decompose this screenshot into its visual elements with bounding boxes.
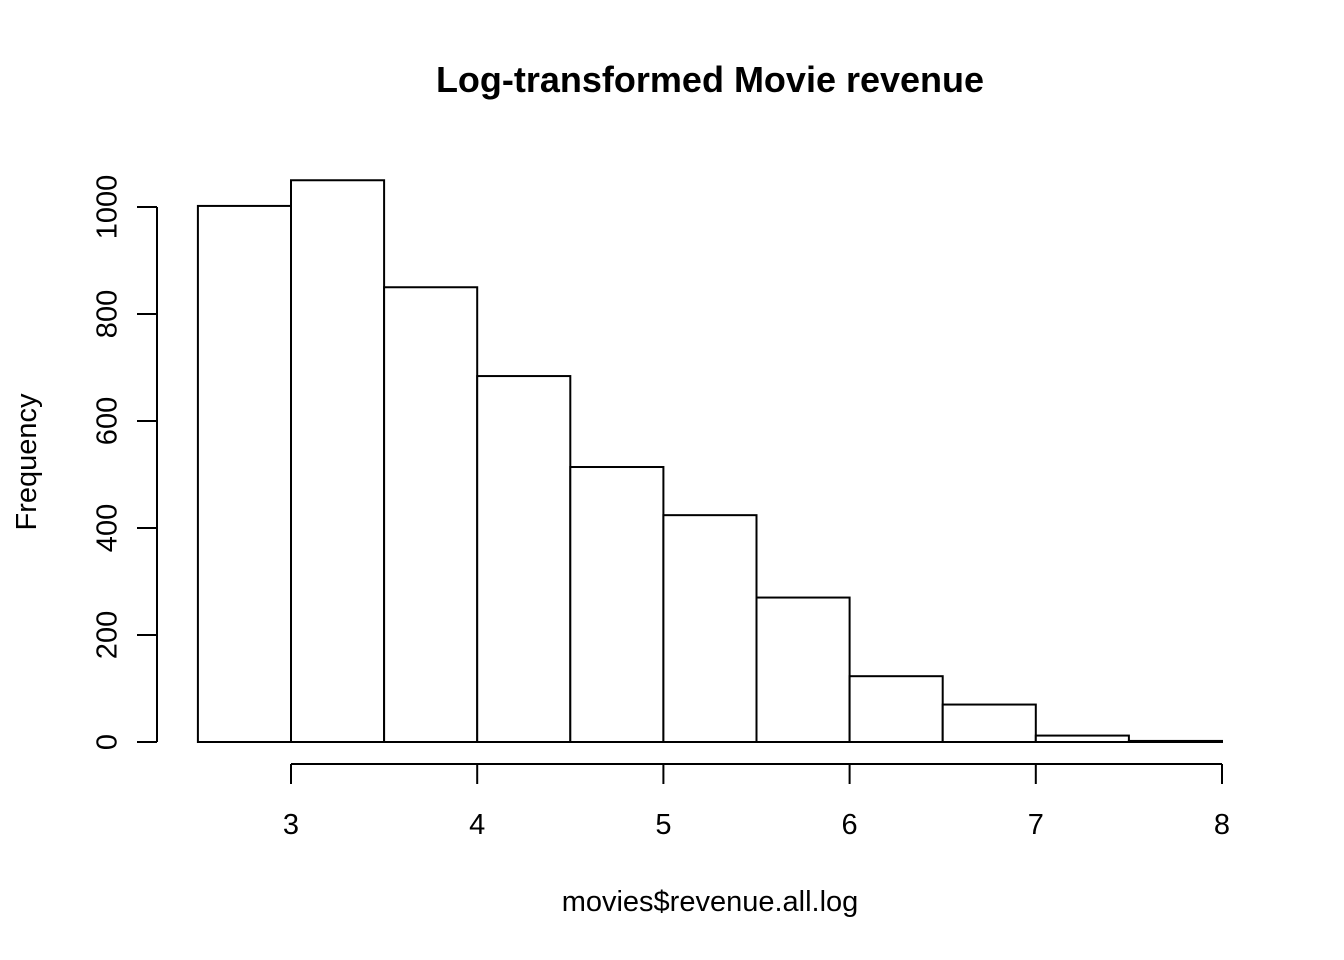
histogram-bar-1 — [196, 204, 292, 743]
y-tick-label-1000: 1000 — [92, 175, 124, 240]
x-tick-label-4: 4 — [469, 809, 485, 841]
y-tick-label-800: 800 — [92, 290, 124, 338]
histogram-bar-2 — [290, 179, 386, 743]
histogram-bar-8 — [848, 675, 944, 744]
x-tick-label-3: 3 — [283, 809, 299, 841]
y-axis: 0 200 400 600 800 1000 — [92, 175, 158, 750]
histogram-bar-5 — [569, 466, 665, 743]
x-tick-label-8: 8 — [1214, 809, 1230, 841]
x-tick-label-6: 6 — [842, 809, 858, 841]
histogram-bar-4 — [476, 375, 572, 743]
chart-title: Log-transformed Movie revenue — [436, 59, 984, 100]
y-tick-label-600: 600 — [92, 397, 124, 445]
histogram-bar-6 — [662, 514, 758, 743]
x-axis-label: movies$revenue.all.log — [562, 886, 859, 918]
y-tick-label-200: 200 — [92, 611, 124, 659]
x-tick-label-5: 5 — [655, 809, 671, 841]
y-tick-label-0: 0 — [92, 734, 124, 750]
x-tick-label-7: 7 — [1028, 809, 1044, 841]
x-axis: 3 4 5 6 7 8 — [283, 763, 1230, 841]
y-axis-label: Frequency — [11, 393, 43, 531]
histogram-bar-7 — [755, 596, 851, 743]
y-tick-label-400: 400 — [92, 504, 124, 552]
histogram-bar-11 — [1127, 739, 1224, 743]
bars-group — [196, 179, 1224, 744]
histogram-bar-3 — [383, 286, 479, 743]
histogram-bar-9 — [941, 703, 1037, 743]
histogram-bar-10 — [1034, 734, 1130, 744]
